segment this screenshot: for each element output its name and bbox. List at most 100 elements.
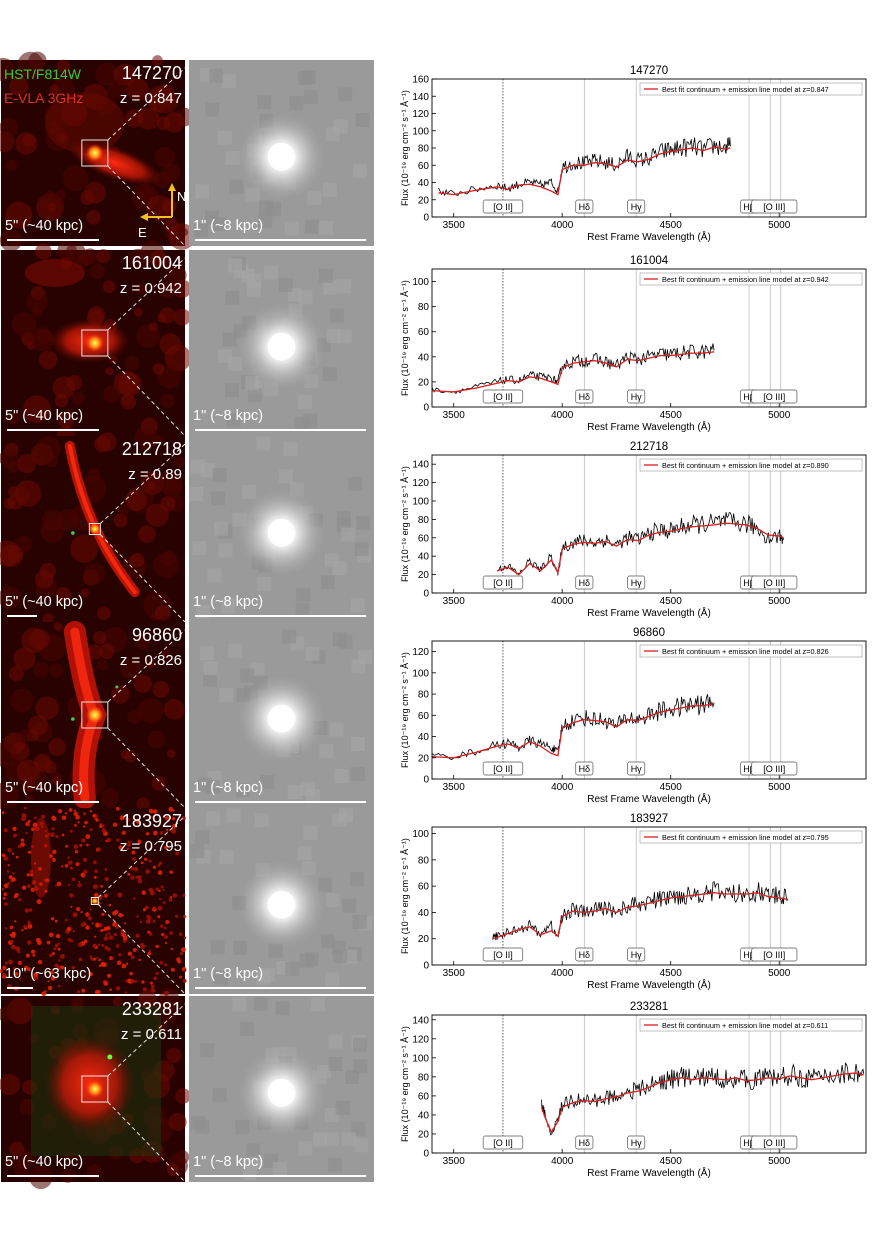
line-label-box-hg	[627, 199, 646, 214]
radio-texture	[97, 943, 101, 946]
radio-texture	[13, 833, 17, 838]
radio-texture	[113, 370, 139, 395]
optical-noise	[287, 785, 302, 800]
band-label-hst: HST/F814W	[4, 66, 82, 82]
radio-texture	[166, 749, 176, 758]
radio-texture	[8, 959, 13, 965]
radio-texture	[70, 939, 74, 943]
radio-texture	[116, 806, 120, 811]
optical-noise	[256, 436, 271, 451]
radio-texture	[94, 869, 98, 873]
radio-texture	[157, 905, 163, 911]
optical-noise	[301, 70, 316, 85]
radio-texture	[83, 563, 106, 585]
radio-texture	[47, 980, 50, 983]
legend-box	[639, 1018, 863, 1032]
radio-texture	[69, 829, 73, 833]
radio-texture	[61, 815, 67, 821]
optical-noise	[226, 413, 241, 428]
x-tick-label: 3500	[443, 220, 466, 231]
radio-texture	[49, 953, 53, 958]
optical-noise	[192, 541, 207, 556]
radio-texture	[71, 877, 76, 882]
radio-texture	[86, 210, 101, 225]
radio-texture	[49, 832, 55, 838]
radio-texture	[81, 988, 86, 993]
optical-noise	[254, 813, 269, 828]
radio-texture	[5, 159, 18, 172]
optical-noise	[337, 329, 352, 344]
optical-noise	[242, 484, 257, 499]
radio-texture	[77, 942, 83, 947]
radio-image-panel: 161004 z = 0.942 5" (~40 kpc)	[1, 240, 192, 445]
plot-frame	[431, 1014, 867, 1154]
optical-noise	[278, 278, 293, 293]
radio-texture	[67, 938, 72, 942]
galaxy-core	[267, 704, 296, 733]
radio-image-panel: 147270 z = 0.847 5" (~40 kpc) HST/F814W E-VL…	[0, 51, 196, 252]
cutout-box	[88, 523, 101, 535]
optical-noise	[333, 949, 348, 964]
optical-noise	[199, 646, 214, 661]
radio-texture	[135, 875, 139, 879]
x-tick-label: 3500	[443, 968, 466, 979]
optical-noise	[338, 87, 353, 102]
line-label-box-hd	[575, 199, 594, 214]
radio-halo	[44, 93, 125, 153]
y-tick-label: 100	[412, 668, 429, 679]
radio-texture	[144, 905, 149, 910]
radio-texture	[175, 914, 179, 918]
radio-texture	[23, 806, 27, 810]
radio-texture	[70, 905, 73, 908]
radio-texture	[91, 922, 94, 925]
radio-texture	[164, 935, 168, 939]
radio-texture	[149, 981, 153, 985]
radio-texture	[25, 821, 30, 827]
radio-texture	[121, 933, 127, 938]
radio-texture	[62, 165, 89, 192]
radio-texture	[157, 915, 161, 919]
spectrum-chart-96860: 96860 0 20 40 60 80 100 120 3500 4000 4500 5000 [O I…	[400, 627, 867, 805]
optical-noise	[297, 846, 312, 861]
radio-texture	[45, 878, 50, 883]
line-label-box-hd	[575, 1135, 594, 1150]
radio-texture	[126, 843, 131, 847]
radio-core	[85, 1080, 104, 1098]
x-tick-label: 5000	[768, 1156, 791, 1167]
optical-noise	[205, 102, 220, 117]
optical-noise	[247, 1155, 262, 1170]
plot-frame	[431, 640, 867, 780]
radio-texture	[161, 932, 165, 937]
radio-texture	[182, 893, 186, 897]
radio-texture	[160, 885, 164, 889]
optical-image-panel: 1" (~8 kpc)	[189, 996, 374, 1182]
radio-texture	[77, 883, 82, 888]
radio-texture	[73, 809, 77, 812]
radio-texture	[130, 978, 135, 984]
radio-texture	[112, 822, 118, 827]
y-axis-label: Flux (10⁻¹⁹ erg cm⁻² s⁻¹ Å⁻¹)	[400, 838, 410, 954]
redshift-label: z = 0.611	[121, 1026, 182, 1043]
radio-texture	[156, 435, 165, 444]
spectrum-chart-147270: 147270 0 20 40 60 80 100 120 140 160 3500 4000 4500 5…	[400, 65, 867, 243]
optical-noise	[233, 940, 248, 955]
line-label-hd: Hδ	[579, 1138, 591, 1148]
radio-texture	[130, 866, 135, 871]
radio-texture	[74, 850, 79, 854]
line-label-oii: [O II]	[493, 202, 513, 212]
y-tick-label: 0	[423, 775, 429, 786]
optical-noise	[228, 643, 243, 658]
x-tick-label: 4000	[551, 1156, 574, 1167]
radio-texture	[148, 322, 158, 332]
optical-scale-label: 1" (~8 kpc)	[193, 408, 263, 424]
plot-frame	[431, 78, 867, 218]
radio-texture	[44, 889, 48, 893]
model-spectrum	[431, 702, 715, 759]
radio-texture	[138, 187, 154, 202]
radio-texture	[56, 59, 71, 74]
optical-noise	[248, 388, 263, 403]
radio-texture	[152, 865, 157, 869]
radio-texture	[89, 263, 105, 279]
x-tick-label: 4500	[660, 596, 683, 607]
